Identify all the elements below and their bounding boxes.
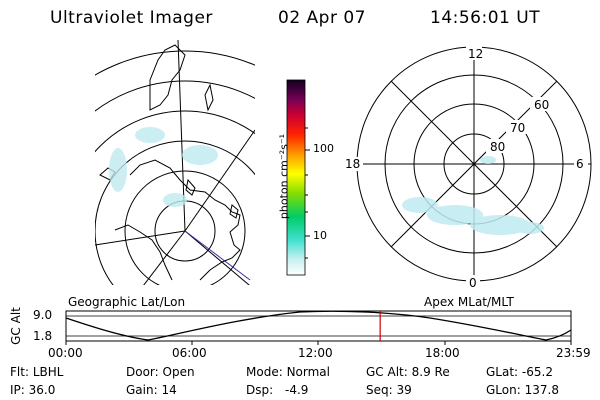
- status-ip-value: 36.0: [28, 383, 56, 397]
- time-label: 14:56:01 UT: [430, 8, 541, 28]
- xtick-0000: 00:00: [48, 346, 83, 360]
- status-dsp: Dsp: -4.9: [246, 383, 309, 397]
- lat-label-70: 70: [510, 121, 526, 135]
- mlt-label-0: 0: [469, 276, 477, 290]
- polar-plot: [356, 46, 592, 282]
- status-door-value: Open: [162, 365, 195, 379]
- polar-label-bg-6: [574, 157, 588, 171]
- altitude-plot: [65, 310, 572, 345]
- colorbar-tick-10: 10: [313, 229, 327, 242]
- polar-label-bg-70: [506, 120, 528, 134]
- status-seq: Seq: 39: [366, 383, 412, 397]
- status-ip: IP: 36.0: [10, 383, 56, 397]
- polar-label-bg-60: [530, 97, 552, 111]
- status-seq-value: 39: [396, 383, 412, 397]
- status-gc-alt: GC Alt: 8.9 Re: [366, 365, 450, 379]
- date-label: 02 Apr 07: [278, 8, 366, 28]
- status-glat-value: -65.2: [521, 365, 553, 379]
- colorbar-unit: photon cm⁻²s⁻¹: [277, 133, 291, 220]
- status-gc-alt-value: 8.9 Re: [411, 365, 450, 379]
- xtick-1800: 18:00: [425, 346, 460, 360]
- status-glon: GLon: 137.8: [486, 383, 559, 397]
- status-door: Door: Open: [126, 365, 195, 379]
- mlt-label-12: 12: [468, 47, 484, 61]
- status-glat: GLat: -65.2: [486, 365, 553, 379]
- status-flt-value: LBHL: [32, 365, 64, 379]
- geo-aurora: [109, 127, 218, 207]
- altitude-curve: [65, 310, 572, 341]
- mlt-label-18: 18: [345, 157, 361, 171]
- altitude-ylabel: GC Alt: [9, 307, 23, 345]
- altitude-ytick-high: 9.0: [33, 308, 53, 322]
- colorbar-tick-100: 100: [313, 142, 334, 155]
- status-gain: Gain: 14: [126, 383, 177, 397]
- polar-label-bg-80: [486, 139, 508, 153]
- color-bar-ticks: [305, 127, 310, 259]
- status-mode-value: Normal: [286, 365, 330, 379]
- status-glon-value: 137.8: [524, 383, 559, 397]
- polar-aurora: [402, 156, 544, 235]
- lat-label-60: 60: [534, 98, 550, 112]
- xtick-0600: 06:00: [172, 346, 207, 360]
- instrument-title: Ultraviolet Imager: [50, 8, 213, 28]
- status-gain-value: 14: [161, 383, 177, 397]
- altitude-ytick-low: 1.8: [33, 329, 53, 343]
- polar-plot-label: Apex MLat/MLT: [424, 295, 514, 309]
- mlt-label-6: 6: [576, 157, 584, 171]
- color-bar: [286, 79, 306, 276]
- geo-map-label: Geographic Lat/Lon: [68, 295, 186, 309]
- polar-label-bg-12: [466, 46, 482, 60]
- geo-map: [95, 40, 255, 285]
- lat-label-80: 80: [490, 140, 506, 154]
- xtick-2359: 23:59: [556, 346, 591, 360]
- status-flt: Flt: LBHL: [10, 365, 64, 379]
- polar-label-bg-0: [466, 275, 480, 289]
- xtick-1200: 12:00: [298, 346, 333, 360]
- polar-label-bg-18: [341, 157, 363, 171]
- status-dsp-value: -4.9: [284, 383, 309, 397]
- status-mode: Mode: Normal: [246, 365, 330, 379]
